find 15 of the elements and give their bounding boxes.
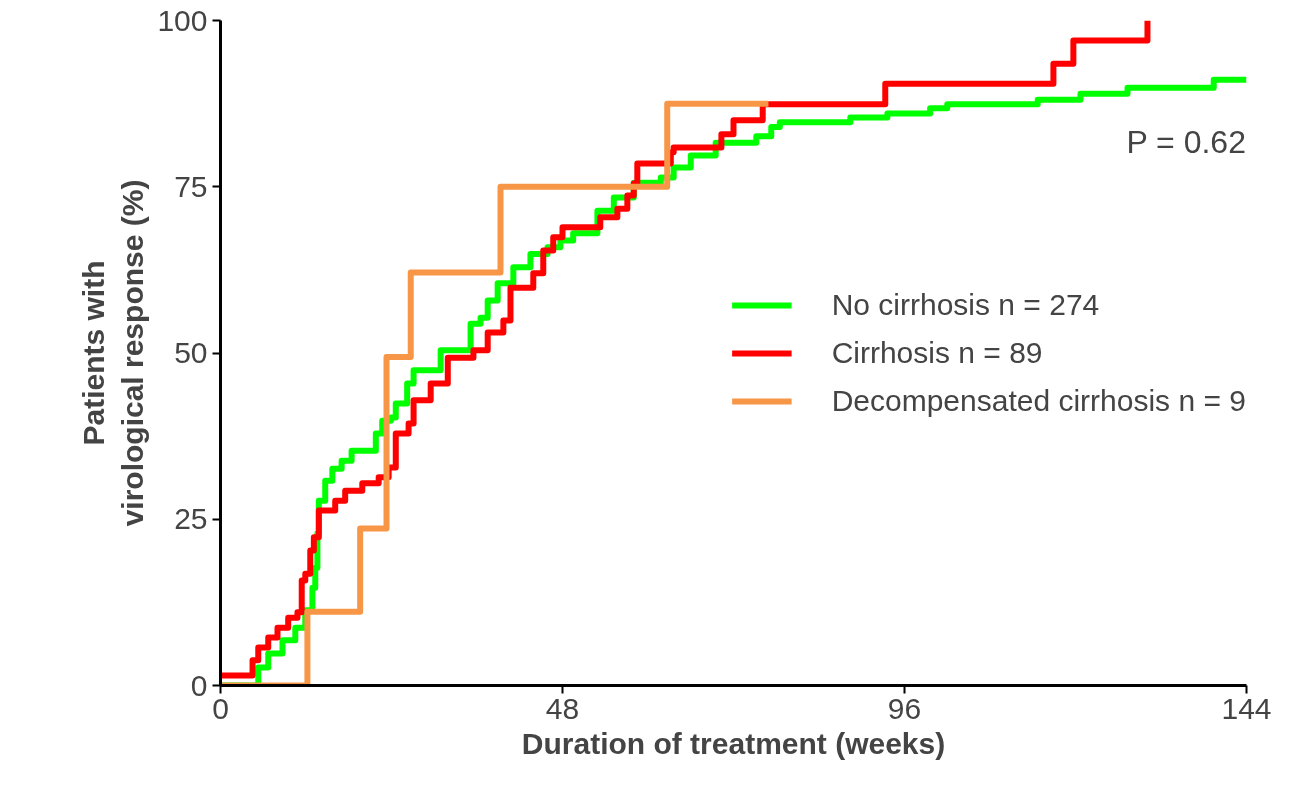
y-tick-label: 75 [174,169,208,203]
annotation: P = 0.62 [1126,124,1246,161]
x-tick-label: 144 [1221,691,1272,725]
x-tick-label: 96 [887,691,922,725]
x-axis-title: Duration of treatment (weeks) [521,726,946,760]
legend-label: Cirrhosis n = 89 [831,335,1043,370]
legend-label: Decompensated cirrhosis n = 9 [831,383,1246,418]
y-axis-title: Patients with virological response (%) [76,179,150,527]
x-tick-label: 0 [212,691,229,725]
y-tick-label: 50 [174,336,208,369]
x-tick-label: 48 [545,691,580,725]
legend-label: No cirrhosis n = 274 [831,287,1100,322]
y-tick-label: 0 [190,668,208,702]
y-tick-label: 100 [157,3,208,37]
y-tick-label: 25 [174,502,208,536]
